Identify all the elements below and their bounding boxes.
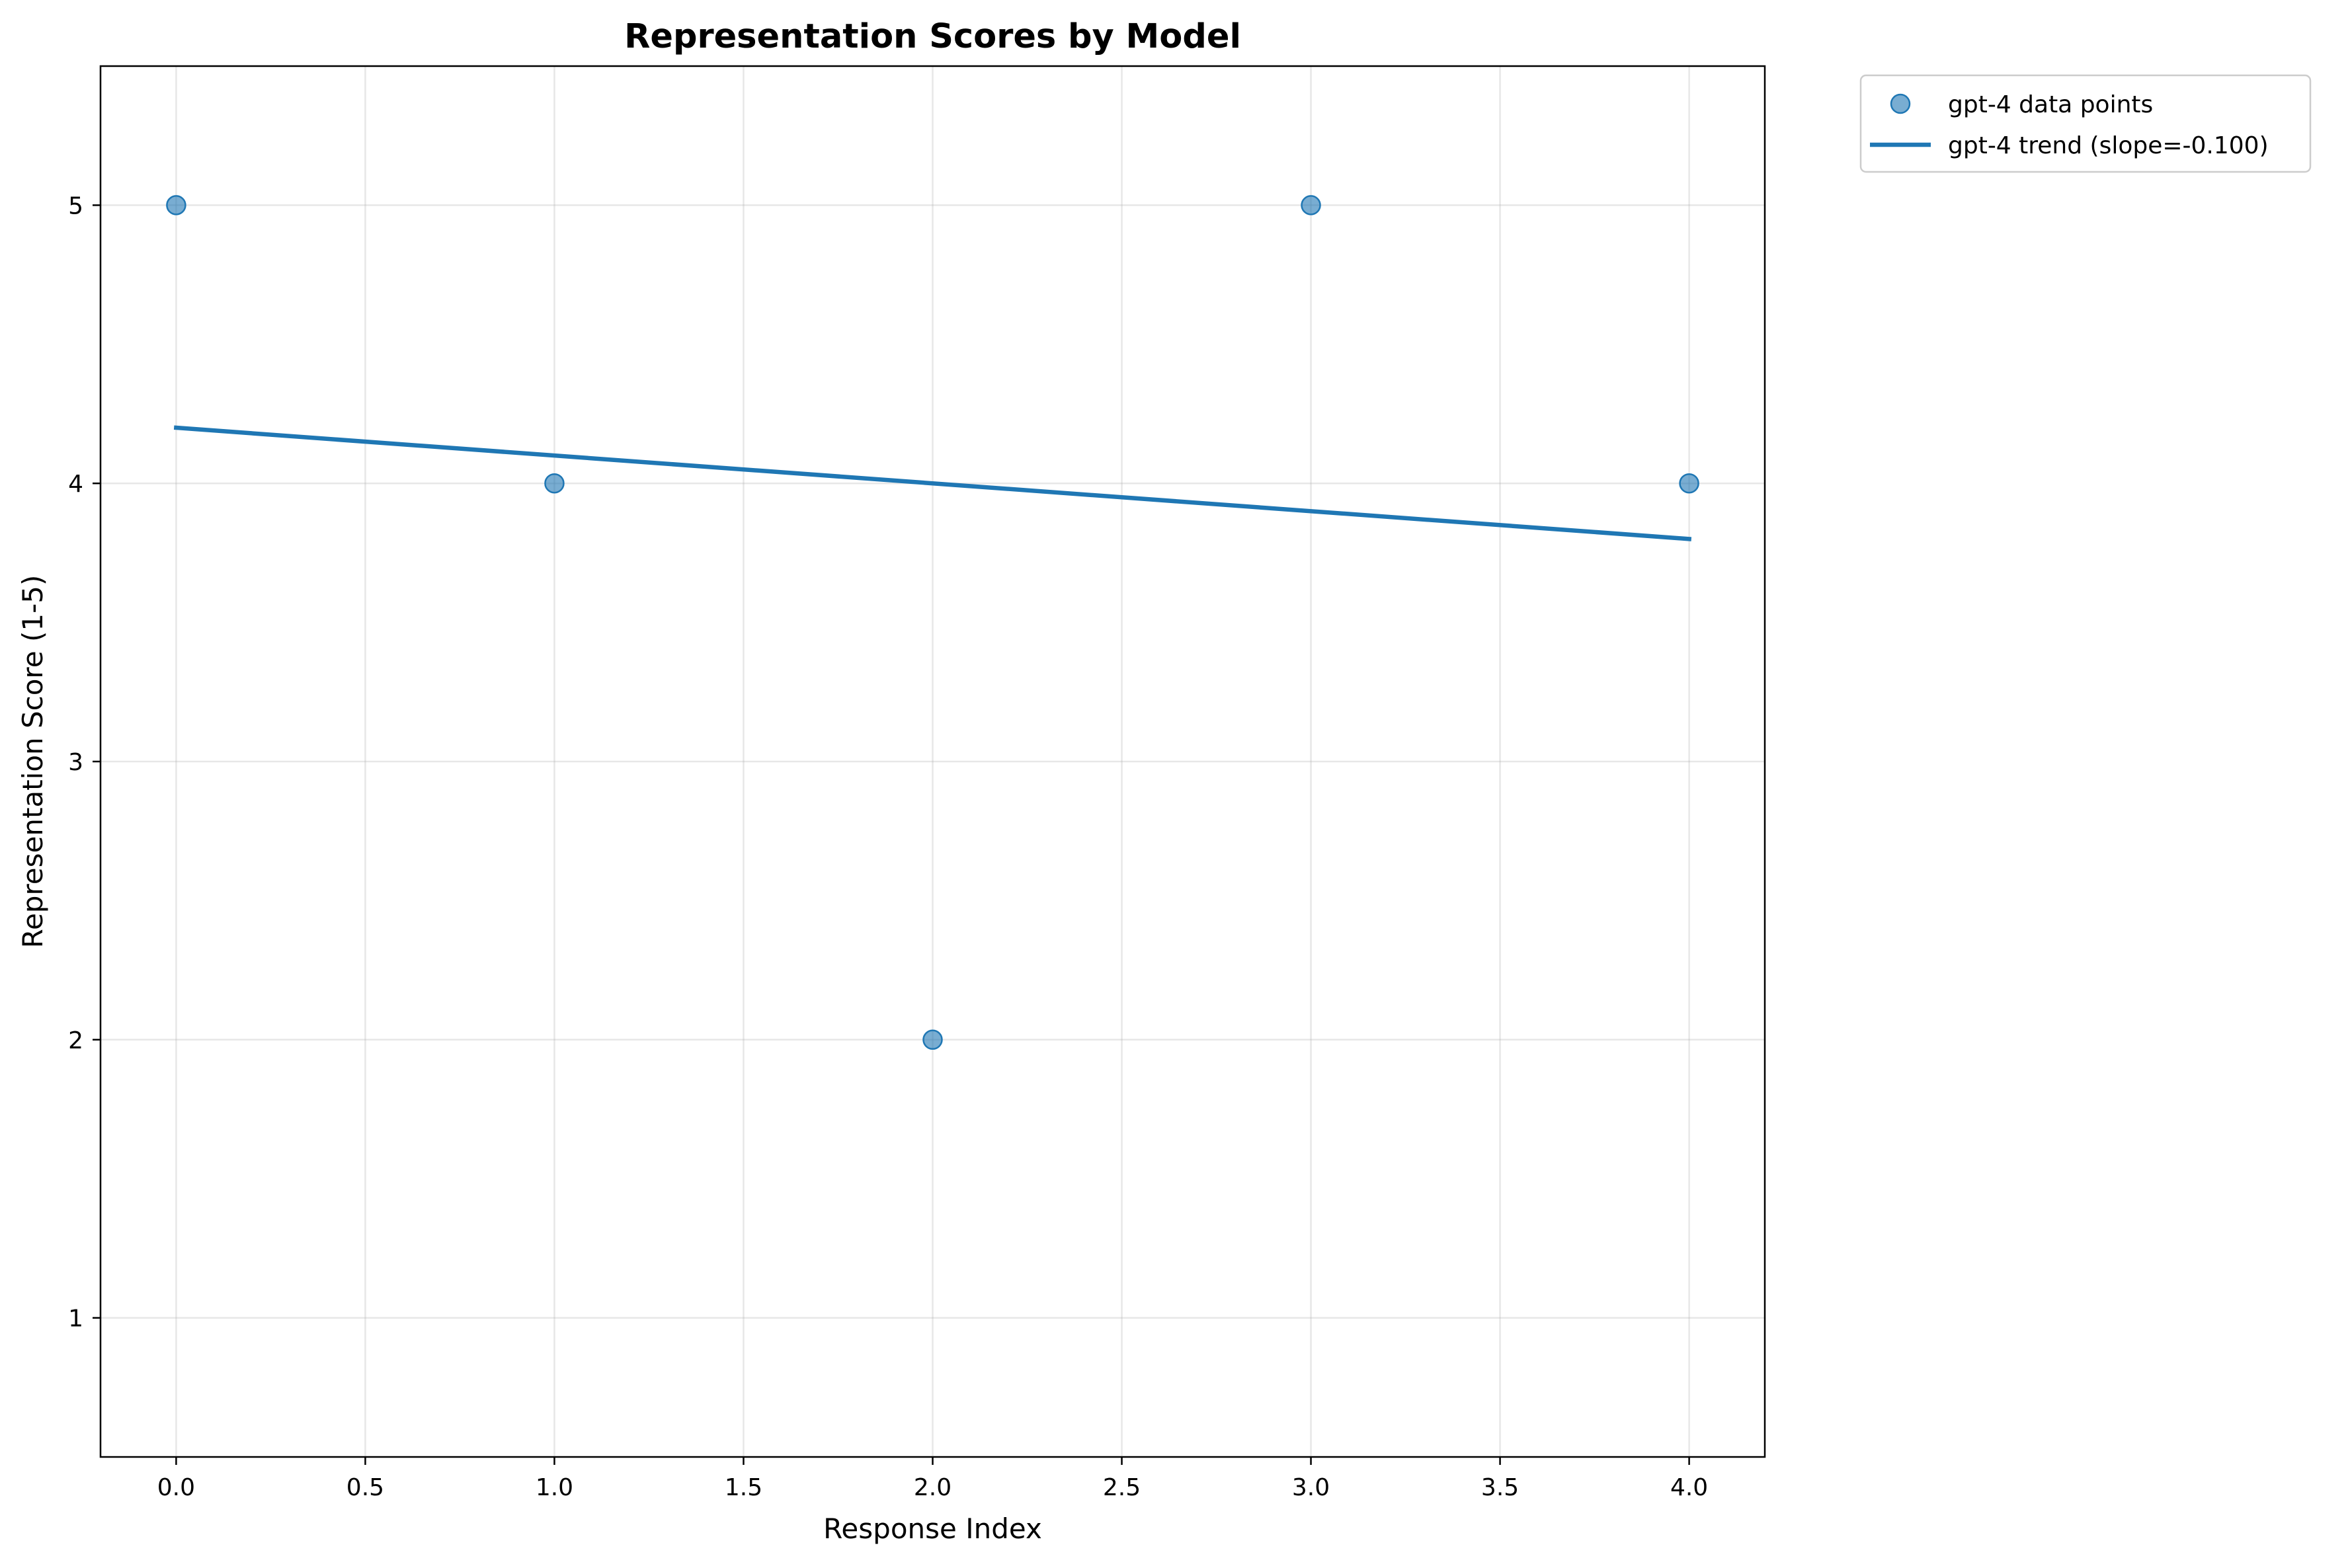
legend-box xyxy=(1859,74,2312,173)
x-tick-label: 2.0 xyxy=(914,1474,952,1501)
plot-data xyxy=(166,195,1699,1050)
legend-label-trend: gpt-4 trend (slope=-0.100) xyxy=(1948,132,2269,159)
y-tick-label: 5 xyxy=(68,192,83,219)
data-point xyxy=(1679,473,1699,494)
legend-marker-data-points xyxy=(1890,93,1911,114)
trend-line xyxy=(173,425,1692,541)
y-tick-label: 1 xyxy=(68,1306,83,1333)
x-axis-label: Response Index xyxy=(823,1512,1042,1545)
legend-label-data-points: gpt-4 data points xyxy=(1948,91,2153,118)
data-point xyxy=(922,1029,943,1050)
y-tick-label: 2 xyxy=(68,1027,83,1054)
x-tick-label: 0.5 xyxy=(346,1474,384,1501)
x-tick-label: 3.5 xyxy=(1481,1474,1519,1501)
data-point xyxy=(166,195,186,216)
x-tick-label: 1.5 xyxy=(725,1474,762,1501)
x-tick-label: 4.0 xyxy=(1670,1474,1708,1501)
data-point xyxy=(544,473,565,494)
data-point xyxy=(1301,195,1321,216)
y-tick-label: 4 xyxy=(68,471,83,498)
x-tick-label: 0.0 xyxy=(157,1474,195,1501)
legend: gpt-4 data points gpt-4 trend (slope=-0.… xyxy=(1859,74,2312,173)
x-tick-label: 1.0 xyxy=(536,1474,573,1501)
axis-ticks: 0.0 0.5 1.0 1.5 2.0 2.5 3.0 3.5 4.0 1 2 3 4 5 xyxy=(68,192,1708,1501)
y-axis-label: Representation Score (1-5) xyxy=(17,575,49,949)
x-tick-label: 3.0 xyxy=(1292,1474,1330,1501)
x-tick-label: 2.5 xyxy=(1103,1474,1141,1501)
y-tick-label: 3 xyxy=(68,749,83,776)
chart-title: Representation Scores by Model xyxy=(624,17,1241,56)
